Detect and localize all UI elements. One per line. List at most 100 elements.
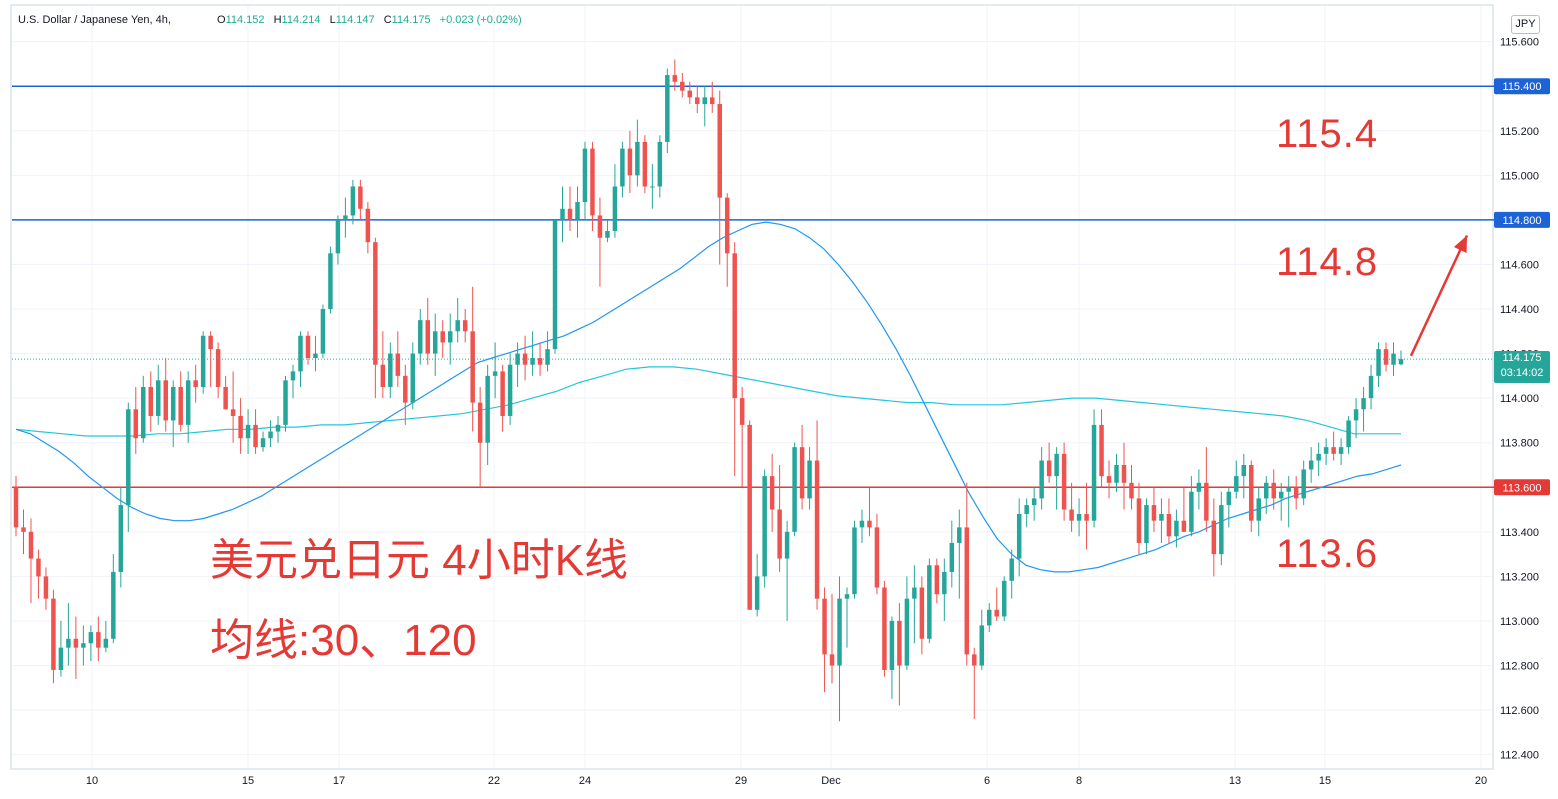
currency-button[interactable]: JPY [1511,15,1540,34]
open-label: O [217,14,226,26]
x-tick-label: 13 [1229,775,1241,787]
x-tick-label: 10 [86,775,98,787]
candle-body [792,447,797,532]
candle-body [949,542,955,572]
candle-body [380,364,386,387]
candle-body [747,424,752,610]
candle-body [1278,491,1284,499]
annotation-115-4: 115.4 [1276,112,1379,156]
last-price-value: 114.175 [1502,352,1542,365]
candle-body [1219,505,1224,555]
moving-average-annotation: 均线:30、120 [210,616,477,665]
last-price-tag: 114.175 03:14:02 [1494,351,1550,384]
x-tick-label: 6 [984,775,990,787]
low-label: L [329,14,336,26]
candle-body [979,625,985,666]
y-tick-label: 112.400 [1500,750,1539,762]
candle-body [58,647,64,670]
ma30-line [15,221,1402,573]
candle-body [919,587,925,639]
candle-body [425,320,431,354]
candle-body [1211,520,1217,555]
candle-body [942,571,947,595]
price-level-label: 114.800 [1503,215,1542,227]
candle-body [799,447,805,499]
candle-body [395,353,401,376]
candle-body [1046,460,1052,477]
candle-body [335,219,341,254]
y-tick-label: 115.200 [1500,126,1539,138]
candle-body [440,331,445,343]
candle-body [200,335,206,387]
candle-body [1166,514,1172,537]
candle-body [1263,482,1269,499]
candle-body [582,148,588,203]
candle-body [859,520,865,528]
x-tick-label: 17 [333,775,345,787]
candle-body [13,487,19,528]
candle-body [133,409,139,439]
candle-body [1196,482,1202,492]
x-tick-label: 15 [1319,775,1331,787]
candle-body [537,358,543,365]
candle-body [1256,498,1262,521]
candle-body [882,587,887,670]
candle-body [1181,520,1187,532]
candle-body [141,387,146,439]
candle-body [709,97,715,105]
candle-body [934,565,940,595]
candle-body [238,415,243,439]
candle-body [81,643,86,648]
trend-arrow-line [1409,234,1469,357]
candle-body [874,527,880,588]
symbol-name[interactable]: U.S. Dollar / Japanese Yen, 4h, [18,14,171,26]
low-value: 114.147 [335,14,375,26]
candle-body [1331,447,1336,454]
candle-body [1114,464,1119,483]
y-tick-label: 114.600 [1500,259,1539,271]
candle-body [1091,424,1097,521]
candle-body [1323,447,1329,454]
candle-body [1129,482,1134,499]
candle-body [1293,487,1299,499]
candle-body [477,402,483,443]
candle-body [612,186,618,232]
candle-body [695,97,700,105]
candle-body [215,349,221,387]
x-tick-label: 24 [579,775,591,787]
candle-body [403,375,408,403]
candle-body [1338,447,1344,454]
candle-body [530,358,535,365]
candle-body [1061,453,1067,510]
candle-body [1001,580,1007,617]
candle-body [193,380,198,387]
candle-body [807,460,812,499]
candle-body [118,505,124,572]
candle-body [784,531,790,559]
candle-body [964,527,970,655]
candle-body [230,409,236,416]
candle-body [432,331,438,354]
candle-body [1151,505,1157,521]
candle-body [21,527,26,532]
candle-body [912,587,917,599]
candle-body [36,558,41,577]
candle-body [717,104,722,198]
candle-body [1121,464,1127,483]
price-level-label: 113.600 [1503,482,1542,494]
candle-body [1271,482,1276,499]
candle-body [1189,491,1194,532]
candle-body [305,335,311,359]
candle-body [111,571,116,639]
candle-body [268,431,273,439]
candle-body [897,620,902,666]
candle-body [867,520,872,528]
x-tick-label: Dec [821,775,841,787]
y-tick-label: 115.600 [1500,37,1539,49]
candle-body [358,186,363,209]
candle-body [148,387,154,416]
candle-body [1069,509,1074,521]
candle-body [507,364,513,416]
candle-body [515,353,520,365]
candle-body [889,620,895,670]
